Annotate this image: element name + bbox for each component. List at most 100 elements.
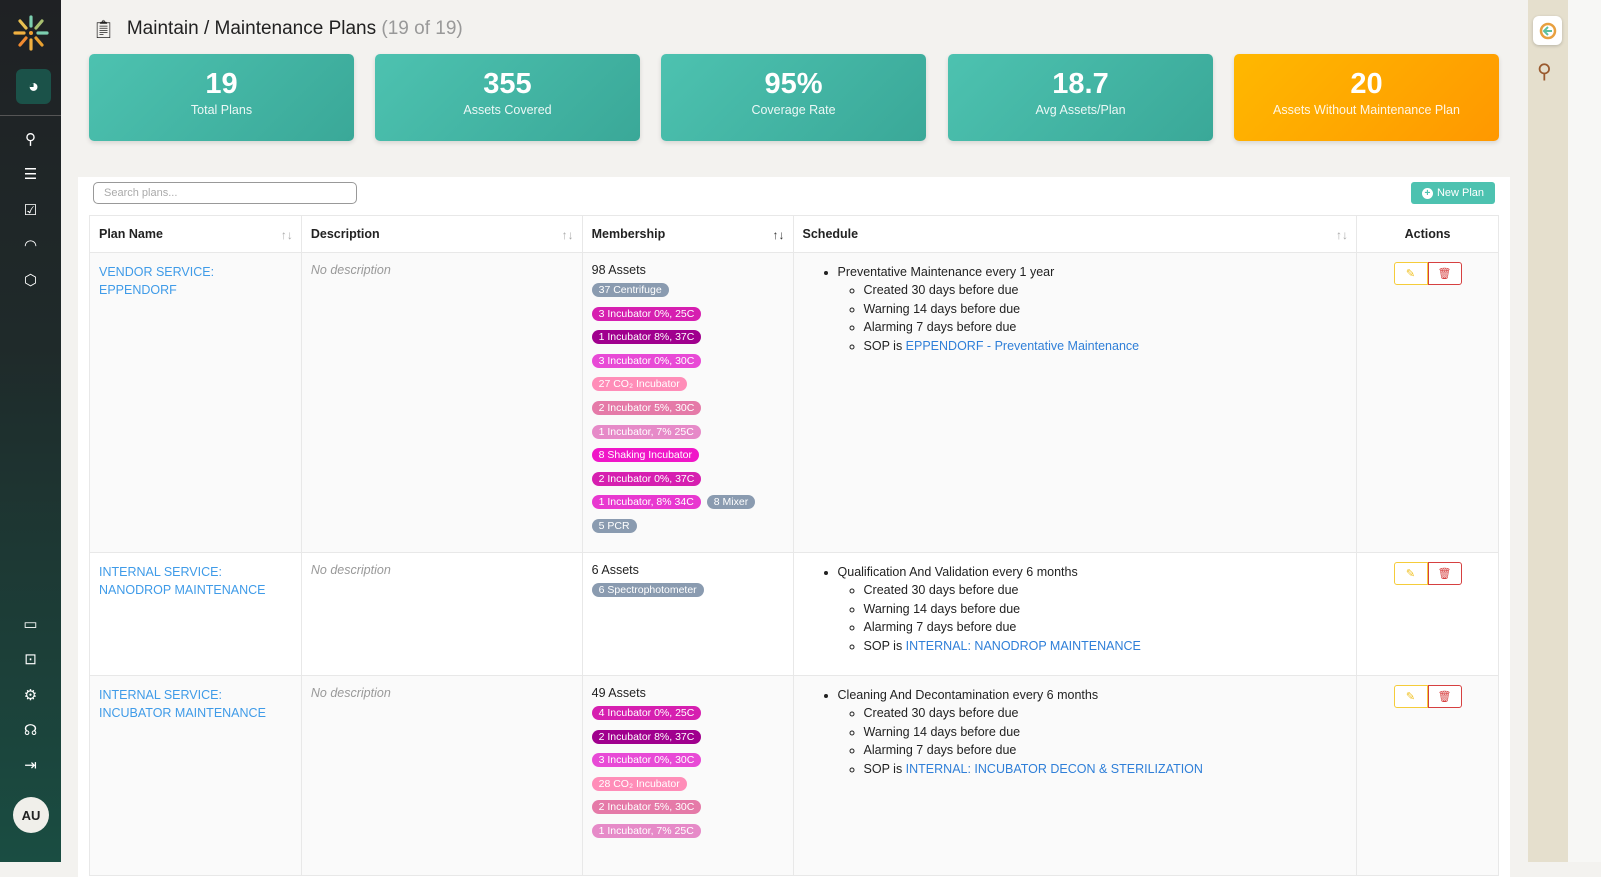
asset-type-tag: 37 Centrifuge	[591, 283, 669, 297]
warning-lead: Warning 14 days before due	[864, 300, 1348, 318]
asset-type-tag: 2 Incubator 5%, 30C	[591, 800, 702, 815]
column-header-schedule[interactable]: Schedule ↑↓	[792, 215, 1358, 253]
schedule-cell: Cleaning And Decontamination every 6 mon…	[792, 675, 1358, 876]
plan-name-cell: INTERNAL SERVICE: INCUBATOR MAINTENANCE	[89, 675, 302, 876]
stat-value: 20	[1350, 68, 1383, 100]
header-label: Description	[310, 227, 380, 241]
wifi-icon[interactable]: ◠	[23, 237, 38, 254]
asset-count: 98 Assets	[591, 263, 646, 277]
header-label: Actions	[1404, 227, 1451, 241]
pin-icon[interactable]: ⚲	[25, 131, 36, 148]
stat-label: Avg Assets/Plan	[1035, 103, 1126, 117]
column-header-description[interactable]: Description ↑↓	[300, 215, 583, 253]
plan-name-link[interactable]: INTERNAL SERVICE: INCUBATOR MAINTENANCE	[99, 688, 266, 720]
window-edge	[1568, 0, 1601, 862]
stat-card: 20 Assets Without Maintenance Plan	[1234, 54, 1499, 141]
new-plan-label: New Plan	[1436, 187, 1485, 199]
plans-panel: +New Plan Plan Name ↑↓ Description ↑↓ Memb…	[78, 177, 1510, 877]
sort-icon[interactable]: ↑↓	[1336, 228, 1349, 242]
warning-lead: Warning 14 days before due	[864, 723, 1348, 741]
sort-icon[interactable]: ↑↓	[561, 228, 574, 242]
plan-name-link[interactable]: VENDOR SERVICE: EPPENDORF	[99, 265, 215, 297]
assistant-app-button[interactable]	[1533, 16, 1562, 45]
cube-icon[interactable]: ⬡	[23, 272, 38, 289]
clipboard-check-icon: 📋︎	[92, 18, 115, 39]
asset-type-tag: 4 Incubator 0%, 25C	[591, 706, 702, 720]
edit-button[interactable]: ✎	[1393, 562, 1428, 585]
alarming-lead: Alarming 7 days before due	[864, 318, 1348, 336]
schedule-frequency: Cleaning And Decontamination every 6 mon…	[837, 688, 1099, 702]
asset-type-tag: 1 Incubator 8%, 37C	[591, 330, 702, 345]
table-row: VENDOR SERVICE: EPPENDORF No description…	[89, 252, 1499, 553]
plans-table: Plan Name ↑↓ Description ↑↓ Membership ↑↓ S…	[89, 215, 1499, 876]
asset-type-tag: 8 Shaking Incubator	[591, 448, 700, 463]
sop-link[interactable]: EPPENDORF - Preventative Maintenance	[905, 338, 1140, 353]
stat-label: Coverage Rate	[751, 103, 836, 117]
plan-name-cell: VENDOR SERVICE: EPPENDORF	[89, 252, 302, 553]
alarming-lead: Alarming 7 days before due	[864, 741, 1348, 759]
archive-download-icon[interactable]: ⊡	[24, 651, 37, 668]
asset-type-tag: 6 Spectrophotometer	[591, 583, 704, 597]
stat-label: Total Plans	[190, 103, 253, 117]
membership-cell: 98 Assets 37 Centrifuge 3 Incubator 0%, 25…	[581, 252, 794, 553]
assistant-logo-icon	[1539, 22, 1556, 39]
created-lead: Created 30 days before due	[864, 581, 1348, 599]
logout-icon[interactable]: ⇥	[24, 757, 37, 774]
asset-type-tag: 3 Incubator 0%, 25C	[591, 306, 702, 321]
edit-icon: ✎	[1405, 568, 1416, 580]
edit-icon: ✎	[1405, 268, 1416, 280]
stat-card: 18.7 Avg Assets/Plan	[948, 54, 1213, 141]
tag-list: 4 Incubator 0%, 25C 2 Incubator 8%, 37C 3 …	[591, 706, 784, 838]
asset-count: 49 Assets	[591, 686, 646, 700]
schedule-frequency: Preventative Maintenance every 1 year	[837, 265, 1055, 279]
tag-list: 6 Spectrophotometer	[591, 583, 784, 597]
user-avatar[interactable]: AU	[13, 797, 49, 833]
table-row: INTERNAL SERVICE: INCUBATOR MAINTENANCE …	[89, 675, 1499, 876]
delete-button[interactable]: 🗑︎	[1427, 562, 1462, 585]
list-icon[interactable]: ☰	[23, 166, 38, 183]
schedule-list: Preventative Maintenance every 1 year Cr…	[838, 263, 1348, 355]
sort-icon[interactable]: ↑↓	[280, 228, 293, 242]
delete-button[interactable]: 🗑︎	[1427, 685, 1462, 708]
plan-name-link[interactable]: INTERNAL SERVICE: NANODROP MAINTENANCE	[99, 565, 266, 597]
schedule-list: Cleaning And Decontamination every 6 mon…	[838, 686, 1348, 778]
search-icon[interactable]: ⚲	[1537, 61, 1552, 83]
asset-type-tag: 1 Incubator, 8% 34C	[591, 495, 701, 510]
header-label: Membership	[591, 227, 666, 241]
edit-button[interactable]: ✎	[1393, 685, 1428, 708]
table-row: INTERNAL SERVICE: NANODROP MAINTENANCE N…	[89, 552, 1499, 676]
stat-label: Assets Without Maintenance Plan	[1273, 103, 1460, 117]
asset-type-tag: 5 PCR	[591, 518, 637, 533]
delete-button[interactable]: 🗑︎	[1427, 262, 1462, 285]
avatar-initials: AU	[21, 807, 41, 823]
asset-type-tag: 8 Mixer	[706, 495, 756, 510]
page-title: 📋︎ Maintain / Maintenance Plans (19 of 1…	[92, 18, 463, 40]
search-plans-input[interactable]	[93, 182, 357, 204]
column-header-membership[interactable]: Membership ↑↓	[581, 215, 794, 253]
sop-link[interactable]: INTERNAL: NANODROP MAINTENANCE	[905, 638, 1141, 653]
gear-icon[interactable]: ⚙	[23, 687, 38, 704]
stat-card: 95% Coverage Rate	[661, 54, 926, 141]
sort-icon[interactable]: ↑↓	[772, 228, 785, 242]
right-toolbar	[1528, 0, 1568, 862]
app-logo[interactable]	[12, 14, 50, 57]
plus-circle-icon: +	[1421, 187, 1433, 199]
sop-prefix: SOP is	[863, 638, 906, 653]
stat-value: 355	[483, 68, 532, 100]
sop-link[interactable]: INTERNAL: INCUBATOR DECON & STERILIZATIO…	[905, 761, 1203, 776]
stat-value: 19	[205, 68, 238, 100]
clipboard-check-icon[interactable]: ☑	[23, 202, 38, 219]
schedule-cell: Qualification And Validation every 6 mon…	[792, 552, 1358, 676]
column-header-plan-name[interactable]: Plan Name ↑↓	[89, 215, 302, 253]
trash-icon: 🗑︎	[1437, 691, 1452, 703]
plan-name-cell: INTERNAL SERVICE: NANODROP MAINTENANCE	[89, 552, 302, 676]
asset-type-tag: 2 Incubator 8%, 37C	[591, 729, 702, 744]
stat-card: 355 Assets Covered	[375, 54, 640, 141]
dashboard-nav-button[interactable]: ◕	[16, 69, 51, 104]
trash-icon: 🗑︎	[1437, 268, 1452, 280]
stat-value: 18.7	[1052, 68, 1109, 100]
new-plan-button[interactable]: + New Plan	[1411, 182, 1495, 204]
headset-icon[interactable]: ☊	[23, 722, 38, 739]
toolbox-icon[interactable]: ▭	[23, 616, 38, 633]
edit-button[interactable]: ✎	[1393, 262, 1428, 285]
